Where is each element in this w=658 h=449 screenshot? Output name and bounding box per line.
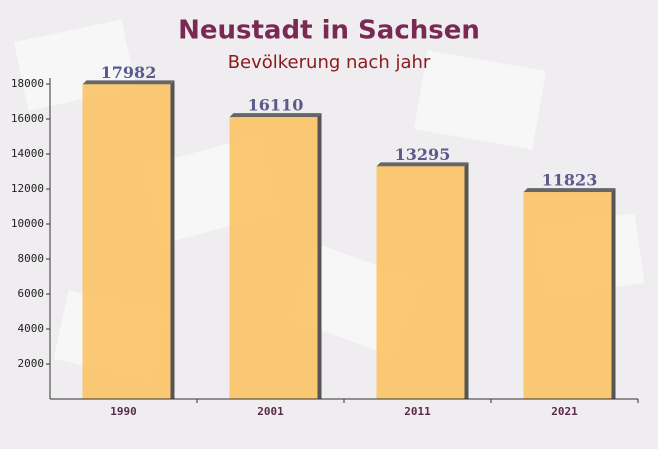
bar-shadow [82, 80, 175, 85]
bar-shadow [523, 188, 616, 193]
y-tick-label: 10000 [11, 217, 44, 230]
bar [523, 192, 612, 399]
bar-shadow [464, 162, 469, 399]
bar-shadow [317, 113, 322, 399]
bar-shadow [229, 113, 322, 118]
y-tick-label: 8000 [18, 252, 45, 265]
y-tick-label: 16000 [11, 112, 44, 125]
chart-subtitle: Bevölkerung nach jahr [228, 52, 431, 73]
y-tick-label: 2000 [18, 357, 45, 370]
y-tick-label: 6000 [18, 287, 45, 300]
value-label: 13295 [395, 145, 451, 164]
y-tick-label: 18000 [11, 77, 44, 90]
y-tick-label: 14000 [11, 147, 44, 160]
bar [229, 117, 318, 399]
value-label: 11823 [542, 171, 598, 190]
x-tick-label: 2011 [404, 405, 431, 418]
bar [376, 166, 465, 399]
bar [82, 84, 171, 399]
value-label: 16110 [248, 96, 304, 115]
bar-shadow [611, 188, 616, 399]
y-tick-label: 12000 [11, 182, 44, 195]
chart-title: Neustadt in Sachsen [178, 16, 480, 46]
x-tick-label: 1990 [110, 405, 137, 418]
bar-shadow [376, 162, 469, 167]
x-tick-label: 2001 [257, 405, 284, 418]
bar-shadow [170, 80, 175, 399]
y-tick-label: 4000 [18, 322, 45, 335]
x-tick-label: 2021 [551, 405, 578, 418]
value-label: 17982 [101, 63, 157, 82]
